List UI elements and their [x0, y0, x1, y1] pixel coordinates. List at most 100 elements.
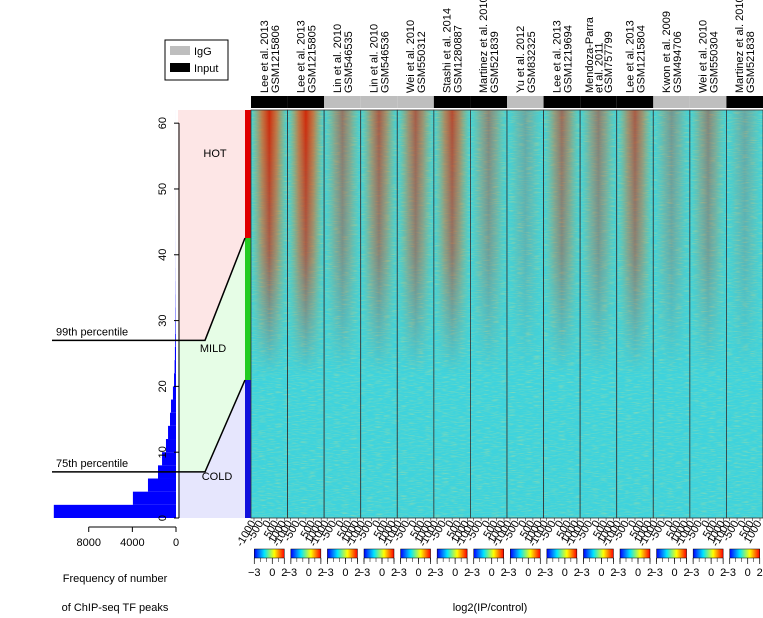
column-label: Lee et al. 2013 — [551, 20, 563, 93]
annotation-label: 99th percentile — [56, 326, 128, 338]
bar — [170, 412, 176, 426]
legend-label: IgG — [194, 46, 212, 58]
heatmap-signal — [433, 110, 471, 518]
control-bar — [324, 96, 361, 108]
region — [178, 380, 245, 518]
column-label: GSM1215804 — [636, 25, 648, 93]
column-label: GSM521838 — [745, 31, 757, 93]
colorbar — [436, 548, 468, 559]
column-label: GSM757799 — [603, 31, 615, 93]
region-label: COLD — [202, 471, 233, 483]
y-tick-label: 20 — [157, 380, 169, 392]
heatmap-signal — [543, 110, 581, 518]
bar — [174, 346, 176, 361]
control-bar — [653, 96, 690, 108]
colorbar-tick-label: 0 — [452, 567, 458, 579]
colorbar — [619, 548, 651, 559]
x-tick-label: 0 — [590, 519, 603, 530]
colorbar — [290, 548, 322, 559]
region-bar — [245, 238, 251, 380]
control-bar — [397, 96, 434, 108]
annotation-label: 75th percentile — [56, 458, 128, 470]
colorbar-tick-label: 2 — [428, 567, 434, 579]
region-label: MILD — [200, 343, 226, 355]
colorbar — [400, 548, 431, 559]
column-label: GSM550304 — [709, 31, 721, 93]
bar — [175, 320, 176, 334]
colorbar-tick-label: 2 — [574, 567, 580, 579]
heatmap-signal — [653, 110, 690, 518]
colorbar-tick-label: −3 — [248, 567, 261, 579]
x-tick-label: 0 — [736, 519, 749, 530]
x-tick-label: 0 — [407, 519, 420, 530]
control-bar — [543, 96, 581, 108]
column-label: Lin et al. 2010 — [332, 24, 344, 93]
colorbar-tick-label: 2 — [391, 567, 397, 579]
column-label: et al. 2011 — [593, 42, 605, 93]
region-label: HOT — [203, 148, 227, 160]
heatmap-signal — [507, 110, 544, 518]
bar — [132, 491, 176, 505]
heatmap-signal — [397, 110, 434, 518]
colorbar-tick-label: 2 — [501, 567, 507, 579]
legend-swatch — [170, 46, 190, 55]
colorbar-tick-label: 0 — [635, 567, 641, 579]
heatmap-signal — [689, 110, 727, 518]
x-tick-label: 0 — [663, 519, 676, 530]
colorbar-tick-label: −3 — [321, 567, 334, 579]
x-tick-label: 0 — [443, 519, 456, 530]
legend-swatch — [170, 63, 190, 72]
x-tick-label: 0 — [553, 519, 566, 530]
colorbar-tick-label: −3 — [358, 567, 371, 579]
colorbar-tick-label: 2 — [647, 567, 653, 579]
x-tick-label: 0 — [516, 519, 529, 530]
colorbar-tick-label: −3 — [650, 567, 663, 579]
column-label: Martinez et al. 2010 — [478, 0, 490, 93]
heatmap-signal — [580, 110, 617, 518]
bar — [147, 478, 176, 492]
column-label: Wei et al. 2010 — [405, 20, 417, 93]
annotation-line — [52, 237, 246, 342]
heatmap-signal — [324, 110, 361, 518]
column-label: Martinez et al. 2010 — [734, 0, 746, 93]
column-label: GSM494706 — [672, 31, 684, 93]
column-label: Mendoza-Parra — [584, 16, 596, 93]
x-tick-label: 4000 — [120, 537, 144, 549]
y-tick-label: 0 — [157, 515, 169, 521]
colorbar-tick-label: 0 — [416, 567, 422, 579]
column-label: GSM521839 — [489, 31, 501, 93]
colorbar — [363, 548, 395, 559]
region — [178, 238, 245, 472]
x-tick-label: 0 — [480, 519, 493, 530]
colorbar-tick-label: 0 — [745, 567, 751, 579]
column-label: GSM1215806 — [270, 25, 282, 93]
colorbar — [656, 548, 687, 559]
bar — [172, 386, 176, 400]
colorbar-tick-label: 0 — [562, 567, 568, 579]
bar — [170, 399, 176, 413]
heatmap-signal — [287, 110, 325, 518]
colorbar — [729, 548, 760, 559]
colorbar-tick-label: 0 — [269, 567, 275, 579]
colorbar — [692, 548, 724, 559]
colorbar-tick-label: −3 — [467, 567, 480, 579]
colorbar — [510, 548, 541, 559]
region — [178, 110, 245, 341]
heatmap-signal — [726, 110, 763, 518]
colorbar-tick-label: 2 — [720, 567, 726, 579]
bar — [174, 373, 176, 387]
bar — [53, 504, 177, 518]
colorbar-tick-label: −3 — [431, 567, 444, 579]
control-bar — [580, 96, 617, 108]
x-axis-title: log2(IP/control) — [453, 602, 528, 614]
control-bar — [470, 96, 507, 108]
x-tick-label: 8000 — [76, 537, 100, 549]
x-tick-label: 0 — [173, 537, 179, 549]
column-label: Lee et al. 2013 — [625, 20, 637, 93]
colorbar-tick-label: 0 — [489, 567, 495, 579]
colorbar-tick-label: 2 — [610, 567, 616, 579]
colorbar — [583, 548, 614, 559]
heatmap-signal — [360, 110, 398, 518]
